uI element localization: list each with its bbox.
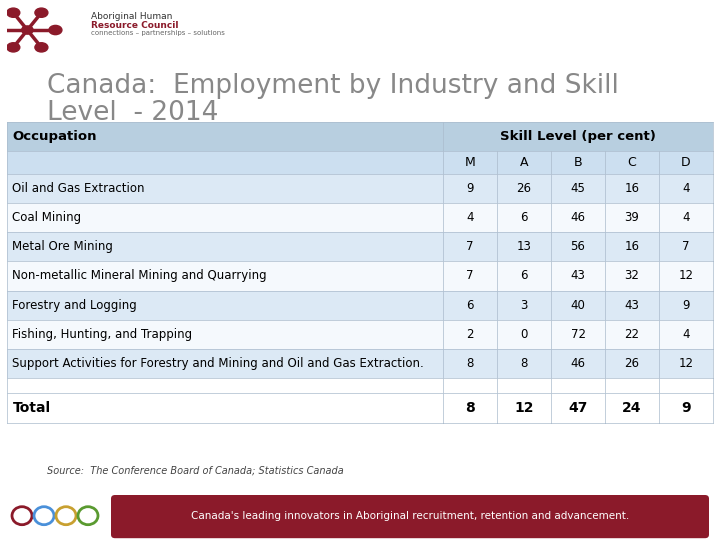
Text: Skill Level (per cent): Skill Level (per cent) bbox=[500, 130, 656, 143]
Text: 8: 8 bbox=[521, 357, 528, 370]
Text: 4: 4 bbox=[467, 211, 474, 224]
Text: 13: 13 bbox=[517, 240, 531, 253]
Text: 22: 22 bbox=[624, 328, 639, 341]
Text: 0: 0 bbox=[521, 328, 528, 341]
Text: 46: 46 bbox=[570, 357, 585, 370]
Text: 45: 45 bbox=[570, 182, 585, 195]
Text: 32: 32 bbox=[624, 269, 639, 282]
Circle shape bbox=[6, 43, 19, 52]
Text: 7: 7 bbox=[467, 269, 474, 282]
Text: 3: 3 bbox=[521, 299, 528, 312]
Text: 4: 4 bbox=[682, 182, 690, 195]
Text: 6: 6 bbox=[521, 269, 528, 282]
Text: 26: 26 bbox=[624, 357, 639, 370]
Text: 7: 7 bbox=[467, 240, 474, 253]
Text: Canada:  Employment by Industry and Skill: Canada: Employment by Industry and Skill bbox=[47, 73, 618, 99]
Text: Coal Mining: Coal Mining bbox=[12, 211, 81, 224]
Text: C: C bbox=[628, 156, 636, 169]
Text: Canada's leading innovators in Aboriginal recruitment, retention and advancement: Canada's leading innovators in Aborigina… bbox=[191, 511, 629, 521]
Text: 4: 4 bbox=[682, 211, 690, 224]
Text: Level  - 2014: Level - 2014 bbox=[47, 100, 218, 126]
Text: Occupation: Occupation bbox=[12, 130, 97, 143]
Text: M: M bbox=[465, 156, 476, 169]
Circle shape bbox=[7, 8, 20, 17]
Text: 6: 6 bbox=[467, 299, 474, 312]
Text: Fishing, Hunting, and Trapping: Fishing, Hunting, and Trapping bbox=[12, 328, 192, 341]
Text: D: D bbox=[681, 156, 690, 169]
Circle shape bbox=[0, 25, 6, 35]
Text: Forestry and Logging: Forestry and Logging bbox=[12, 299, 138, 312]
Text: 39: 39 bbox=[624, 211, 639, 224]
FancyBboxPatch shape bbox=[111, 495, 709, 538]
Text: 12: 12 bbox=[678, 357, 693, 370]
Text: 9: 9 bbox=[682, 299, 690, 312]
Text: Resource Council: Resource Council bbox=[91, 21, 179, 30]
Text: 72: 72 bbox=[570, 328, 585, 341]
Text: 43: 43 bbox=[624, 299, 639, 312]
Text: Metal Ore Mining: Metal Ore Mining bbox=[12, 240, 113, 253]
Text: Support Activities for Forestry and Mining and Oil and Gas Extraction.: Support Activities for Forestry and Mini… bbox=[12, 357, 424, 370]
Text: 43: 43 bbox=[570, 269, 585, 282]
Text: Source:  The Conference Board of Canada; Statistics Canada: Source: The Conference Board of Canada; … bbox=[47, 465, 343, 476]
Text: 8: 8 bbox=[465, 401, 475, 415]
Text: 16: 16 bbox=[624, 182, 639, 195]
Text: 24: 24 bbox=[622, 401, 642, 415]
Circle shape bbox=[35, 43, 48, 52]
Text: Aboriginal Human: Aboriginal Human bbox=[91, 12, 173, 21]
Text: 47: 47 bbox=[568, 401, 588, 415]
Text: 12: 12 bbox=[678, 269, 693, 282]
Text: 46: 46 bbox=[570, 211, 585, 224]
Text: B: B bbox=[574, 156, 582, 169]
Text: 6: 6 bbox=[521, 211, 528, 224]
Circle shape bbox=[35, 8, 48, 17]
Circle shape bbox=[49, 25, 62, 35]
Text: 12: 12 bbox=[514, 401, 534, 415]
Text: Non-metallic Mineral Mining and Quarrying: Non-metallic Mineral Mining and Quarryin… bbox=[12, 269, 267, 282]
Text: 9: 9 bbox=[681, 401, 690, 415]
Text: Oil and Gas Extraction: Oil and Gas Extraction bbox=[12, 182, 145, 195]
Text: 8: 8 bbox=[467, 357, 474, 370]
Text: A: A bbox=[520, 156, 528, 169]
Text: 2: 2 bbox=[467, 328, 474, 341]
Text: 26: 26 bbox=[517, 182, 531, 195]
Text: 16: 16 bbox=[624, 240, 639, 253]
Text: 40: 40 bbox=[570, 299, 585, 312]
Text: connections – partnerships – solutions: connections – partnerships – solutions bbox=[91, 30, 225, 36]
Text: 4: 4 bbox=[682, 328, 690, 341]
Text: 7: 7 bbox=[682, 240, 690, 253]
Text: 56: 56 bbox=[570, 240, 585, 253]
Text: 9: 9 bbox=[467, 182, 474, 195]
Circle shape bbox=[22, 26, 33, 34]
Text: Total: Total bbox=[12, 401, 50, 415]
